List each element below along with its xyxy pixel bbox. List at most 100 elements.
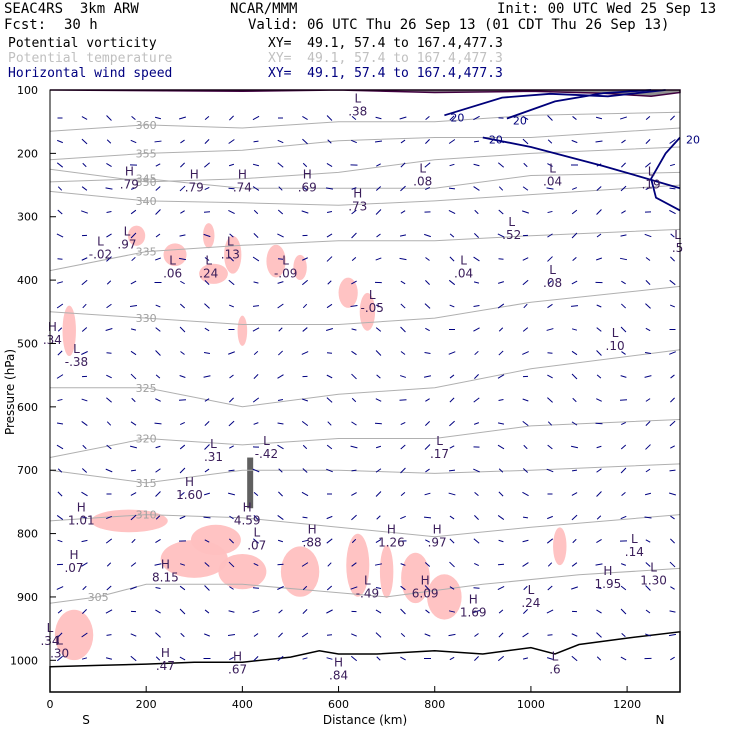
wind-vector	[669, 561, 676, 568]
wind-vector	[155, 209, 161, 215]
wind-vector	[204, 116, 210, 120]
wind-vector	[326, 303, 333, 309]
wind-vector	[302, 138, 308, 145]
wind-vector	[473, 468, 480, 473]
wind-vector	[448, 187, 456, 190]
wind-vector	[327, 562, 332, 567]
wind-vector	[621, 280, 626, 285]
pv-extremum-kind: L	[364, 573, 371, 587]
wind-vector	[228, 279, 235, 286]
x-tick-label: 600	[328, 698, 349, 711]
wind-vector	[326, 657, 333, 660]
pv-shading-region	[237, 315, 248, 346]
wind-speed-contour-label: 20	[686, 134, 700, 147]
pv-extremum-kind: L	[631, 532, 638, 546]
wind-vector	[474, 374, 479, 379]
wind-vector	[473, 256, 480, 262]
wind-vector	[302, 444, 308, 450]
wind-vector	[302, 609, 308, 614]
wind-vector	[106, 139, 112, 144]
pv-extremum-kind: L	[650, 561, 657, 575]
wind-vector	[474, 514, 479, 521]
wind-vector	[155, 257, 161, 261]
wind-vector	[670, 586, 675, 590]
wind-vector	[277, 398, 284, 402]
wind-vector	[448, 279, 456, 286]
wind-speed-contour	[650, 136, 681, 212]
wind-vector	[547, 562, 553, 567]
pv-extremum-value: .47	[156, 659, 175, 673]
wind-vector	[571, 562, 578, 567]
wind-vector	[204, 257, 210, 261]
wind-vector	[154, 140, 162, 143]
wind-vector	[252, 397, 260, 403]
theta-contour-label: 330	[136, 312, 157, 325]
wind-vector	[547, 515, 553, 520]
wind-vector	[229, 538, 234, 544]
wind-vector	[204, 398, 210, 402]
wind-vector	[106, 634, 112, 636]
wind-vector	[155, 445, 161, 449]
wind-vector	[448, 469, 456, 472]
center-title: NCAR/MMM	[230, 1, 298, 17]
wind-vector	[423, 516, 432, 519]
wind-vector	[399, 257, 407, 261]
wind-vector	[374, 140, 383, 143]
pv-extremum-value: 1.26	[378, 536, 405, 550]
wind-vector	[449, 374, 455, 379]
wind-vector	[497, 515, 505, 520]
wind-vector	[374, 422, 383, 425]
wind-vector	[620, 116, 627, 120]
pv-shading-region	[338, 277, 358, 308]
wind-vector	[670, 256, 675, 262]
wind-vector	[571, 187, 578, 190]
pv-extremum-value: .17	[430, 447, 449, 461]
wind-vector	[326, 538, 333, 544]
wind-vector	[106, 562, 112, 567]
wind-vector	[620, 585, 627, 591]
wind-vector	[375, 257, 382, 261]
wind-vector	[473, 163, 480, 167]
wind-vector	[130, 562, 137, 567]
wind-vector	[81, 562, 88, 567]
wind-vector	[105, 327, 113, 332]
wind-vector	[596, 515, 602, 520]
wind-vector	[399, 234, 407, 237]
wind-vector	[327, 139, 332, 144]
wind-vector	[425, 116, 430, 120]
wind-vector	[400, 467, 406, 474]
wind-vector	[522, 279, 529, 286]
wind-vector	[106, 233, 112, 238]
wind-vector	[106, 421, 112, 426]
pv-extremum-value: .5	[672, 241, 683, 255]
wind-vector	[645, 444, 651, 450]
wind-vector	[106, 211, 112, 213]
pv-extremum-kind: L	[549, 263, 556, 277]
init-time: Init: 00 UTC Wed 25 Sep 13	[497, 1, 717, 17]
wind-vector	[56, 233, 64, 238]
wind-vector	[620, 656, 627, 661]
wind-vector	[180, 210, 185, 214]
wind-vector	[571, 373, 578, 380]
wind-vector	[204, 138, 210, 145]
pv-extremum-kind: L	[460, 253, 467, 267]
wind-vector	[130, 373, 137, 380]
pv-extremum-value: 1.60	[176, 488, 203, 502]
wind-vector	[57, 139, 63, 144]
wind-vector	[425, 187, 430, 190]
wind-vector	[498, 609, 504, 614]
wind-vector	[571, 209, 578, 215]
x-tick-label: 1000	[517, 698, 545, 711]
wind-vector	[448, 610, 456, 613]
pv-shading-region	[346, 533, 370, 597]
wind-vector	[227, 633, 236, 637]
wind-vector	[375, 587, 382, 589]
wind-vector	[376, 374, 381, 379]
wind-vector	[425, 539, 430, 543]
pv-extremum-value: -.42	[255, 447, 278, 461]
wind-vector	[546, 657, 554, 660]
x-end-label-north: N	[656, 713, 665, 727]
wind-vector	[105, 538, 113, 544]
wind-vector	[351, 514, 357, 521]
wind-vector	[278, 327, 283, 332]
